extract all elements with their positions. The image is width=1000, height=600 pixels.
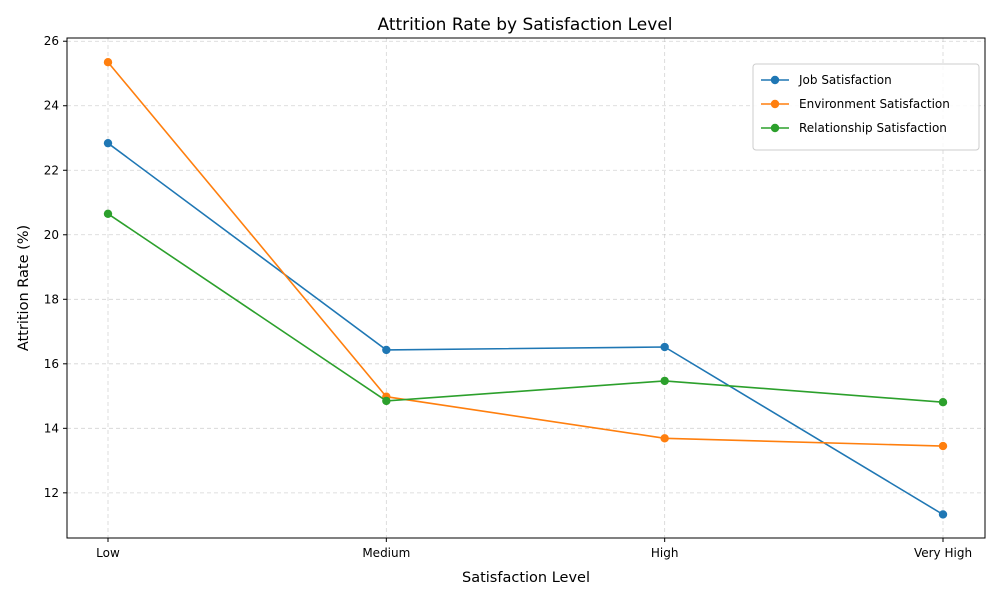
data-point (103, 138, 113, 148)
data-point (660, 376, 669, 386)
series-line (107, 213, 944, 403)
plot-frame (66, 37, 986, 539)
grid-layer (67, 38, 985, 538)
data-point (660, 434, 669, 443)
legend-swatch-marker (770, 75, 780, 85)
tick-layer: Low Medium High Very High 12 14 16 18 20 22 24 26 (44, 34, 972, 560)
series-line (107, 61, 944, 447)
y-tick-label: 22 (44, 163, 59, 177)
legend-label: Job Satisfaction (798, 73, 892, 87)
legend-box (752, 63, 980, 151)
chart-title: Attrition Rate by Satisfaction Level (377, 15, 672, 35)
x-tick-label: Medium (362, 546, 410, 560)
legend-swatch-marker (770, 123, 780, 133)
y-tick-label: 26 (44, 34, 59, 48)
y-tick-label: 20 (44, 228, 59, 242)
x-tick-label: High (651, 546, 679, 560)
data-point (938, 397, 948, 407)
series-layer (103, 57, 948, 519)
legend-swatch-marker (770, 99, 780, 109)
y-axis-label: Attrition Rate (%) (16, 225, 32, 351)
y-tick-label: 14 (44, 421, 59, 435)
x-axis-label: Satisfaction Level (462, 570, 590, 586)
data-point (382, 396, 391, 406)
y-tick-label: 16 (44, 357, 59, 371)
data-point (103, 57, 113, 67)
series-line (107, 142, 944, 516)
legend-label: Environment Satisfaction (799, 97, 950, 111)
data-point (938, 441, 948, 451)
y-tick-label: 24 (44, 99, 59, 113)
data-point (382, 345, 391, 355)
y-tick-label: 18 (44, 292, 59, 306)
legend: Job Satisfaction Environment Satisfaction… (752, 63, 980, 151)
data-point (938, 510, 948, 519)
data-point (660, 342, 669, 352)
y-tick-label: 12 (44, 486, 59, 500)
x-tick-label: Very High (914, 546, 972, 560)
x-tick-label: Low (96, 546, 120, 560)
legend-label: Relationship Satisfaction (799, 121, 947, 135)
data-point (103, 209, 113, 219)
